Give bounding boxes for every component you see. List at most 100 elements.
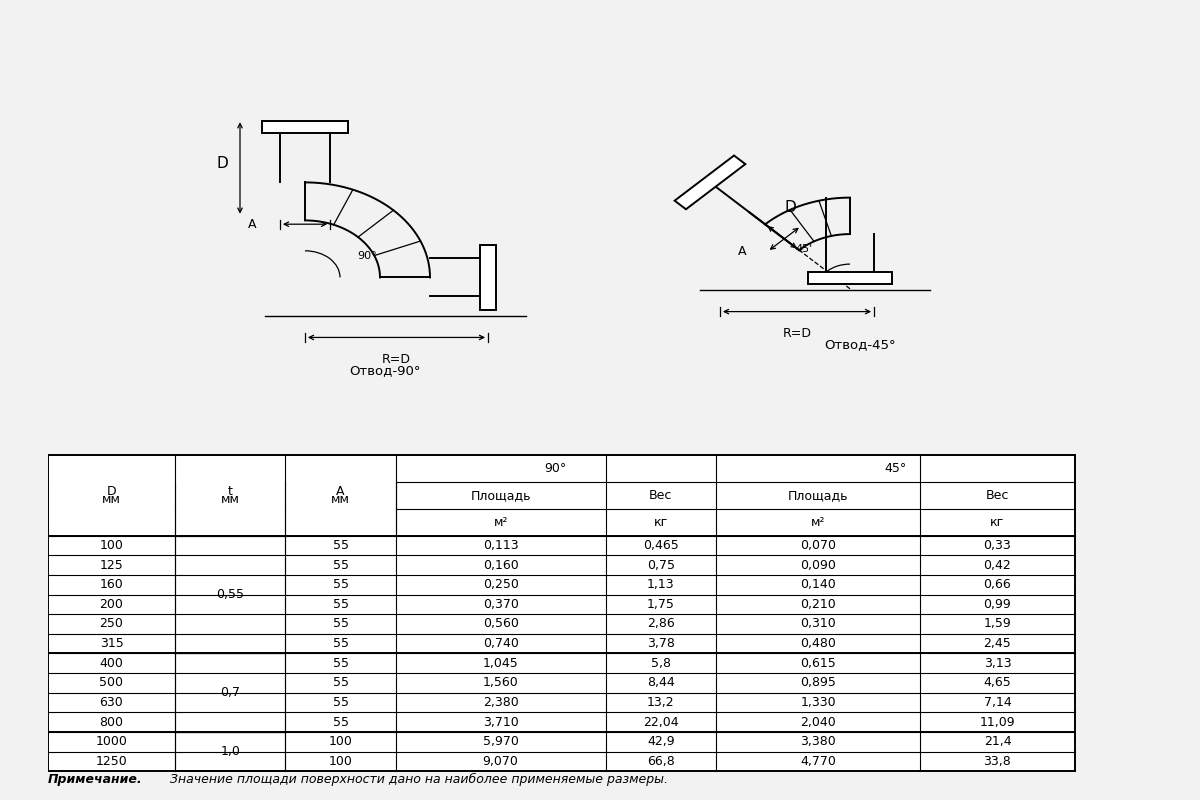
Text: 630: 630	[100, 696, 124, 709]
Text: 90°: 90°	[358, 251, 377, 261]
Text: Вес: Вес	[649, 489, 672, 502]
Text: 55: 55	[332, 578, 348, 591]
Text: 200: 200	[100, 598, 124, 611]
Text: A: A	[247, 218, 257, 230]
Text: 250: 250	[100, 618, 124, 630]
Text: 21,4: 21,4	[984, 735, 1012, 748]
Text: 0,310: 0,310	[800, 618, 836, 630]
Bar	[262, 121, 348, 133]
Text: R=D: R=D	[382, 353, 410, 366]
Text: 13,2: 13,2	[647, 696, 674, 709]
Text: 2,380: 2,380	[482, 696, 518, 709]
Text: 55: 55	[332, 696, 348, 709]
Text: 4,770: 4,770	[800, 755, 836, 768]
Text: 0,42: 0,42	[984, 558, 1012, 571]
Text: 500: 500	[100, 677, 124, 690]
Text: кг: кг	[654, 516, 668, 529]
Text: 3,710: 3,710	[482, 716, 518, 729]
Text: 45°: 45°	[884, 462, 906, 475]
Text: 0,250: 0,250	[482, 578, 518, 591]
Text: м²: м²	[493, 516, 508, 529]
Text: D: D	[107, 485, 116, 498]
Text: A: A	[336, 485, 344, 498]
Text: 0,75: 0,75	[647, 558, 674, 571]
Text: 5,8: 5,8	[650, 657, 671, 670]
Text: 0,160: 0,160	[482, 558, 518, 571]
Text: 45': 45'	[796, 244, 812, 254]
Text: 55: 55	[332, 558, 348, 571]
Text: 1,0: 1,0	[221, 746, 240, 758]
Text: 1,045: 1,045	[482, 657, 518, 670]
Text: Вес: Вес	[985, 489, 1009, 502]
Text: 2,45: 2,45	[984, 637, 1012, 650]
Text: мм: мм	[221, 493, 240, 506]
Text: 0,210: 0,210	[800, 598, 836, 611]
Text: мм: мм	[331, 493, 350, 506]
Text: 1,13: 1,13	[647, 578, 674, 591]
Text: 55: 55	[332, 598, 348, 611]
Text: 90°: 90°	[545, 462, 566, 475]
Text: 0,7: 0,7	[220, 686, 240, 699]
Text: 8,44: 8,44	[647, 677, 674, 690]
Text: 1,330: 1,330	[800, 696, 836, 709]
Text: 100: 100	[329, 735, 353, 748]
Text: 0,66: 0,66	[984, 578, 1012, 591]
Text: 33,8: 33,8	[984, 755, 1012, 768]
Text: 2,86: 2,86	[647, 618, 674, 630]
Text: 0,55: 0,55	[216, 588, 244, 601]
Text: 42,9: 42,9	[647, 735, 674, 748]
Text: 0,33: 0,33	[984, 539, 1012, 552]
Text: 55: 55	[332, 637, 348, 650]
Text: t: t	[228, 485, 233, 498]
Text: 3,13: 3,13	[984, 657, 1012, 670]
Text: 0,99: 0,99	[984, 598, 1012, 611]
Text: 0,895: 0,895	[800, 677, 836, 690]
Text: 3,78: 3,78	[647, 637, 674, 650]
Bar	[480, 245, 496, 310]
Text: 4,65: 4,65	[984, 677, 1012, 690]
Text: 55: 55	[332, 716, 348, 729]
Text: 0,113: 0,113	[482, 539, 518, 552]
Text: 5,970: 5,970	[482, 735, 518, 748]
Text: 3,380: 3,380	[800, 735, 836, 748]
Text: 66,8: 66,8	[647, 755, 674, 768]
Polygon shape	[674, 155, 745, 210]
Text: 0,560: 0,560	[482, 618, 518, 630]
Text: 100: 100	[329, 755, 353, 768]
Text: 0,615: 0,615	[800, 657, 836, 670]
Text: 1,75: 1,75	[647, 598, 674, 611]
Text: 9,070: 9,070	[482, 755, 518, 768]
Text: Площадь: Площадь	[787, 489, 848, 502]
Text: 160: 160	[100, 578, 124, 591]
Text: м²: м²	[811, 516, 826, 529]
Text: R=D: R=D	[782, 326, 811, 340]
Text: 0,090: 0,090	[800, 558, 836, 571]
Text: Отвод-90°: Отвод-90°	[349, 364, 421, 378]
Text: 7,14: 7,14	[984, 696, 1012, 709]
Text: 0,070: 0,070	[800, 539, 836, 552]
Text: 0,370: 0,370	[482, 598, 518, 611]
Text: 1250: 1250	[96, 755, 127, 768]
Text: 400: 400	[100, 657, 124, 670]
Text: 2,040: 2,040	[800, 716, 836, 729]
Text: Примечание.: Примечание.	[48, 773, 143, 786]
Text: 55: 55	[332, 677, 348, 690]
Text: 1000: 1000	[96, 735, 127, 748]
Bar	[808, 272, 892, 284]
Text: 11,09: 11,09	[979, 716, 1015, 729]
Text: 55: 55	[332, 539, 348, 552]
Text: 0,140: 0,140	[800, 578, 836, 591]
Text: 55: 55	[332, 618, 348, 630]
Text: 1,560: 1,560	[482, 677, 518, 690]
Text: 0,480: 0,480	[800, 637, 836, 650]
Text: 125: 125	[100, 558, 124, 571]
Text: 0,740: 0,740	[482, 637, 518, 650]
Text: 315: 315	[100, 637, 124, 650]
Text: Значение площади поверхности дано на наиболее применяемые размеры.: Значение площади поверхности дано на наи…	[166, 773, 668, 786]
Text: Площадь: Площадь	[470, 489, 530, 502]
Text: 800: 800	[100, 716, 124, 729]
Text: 1,59: 1,59	[984, 618, 1012, 630]
Text: A: A	[738, 246, 746, 258]
Text: кг: кг	[990, 516, 1004, 529]
Text: D: D	[216, 155, 228, 170]
